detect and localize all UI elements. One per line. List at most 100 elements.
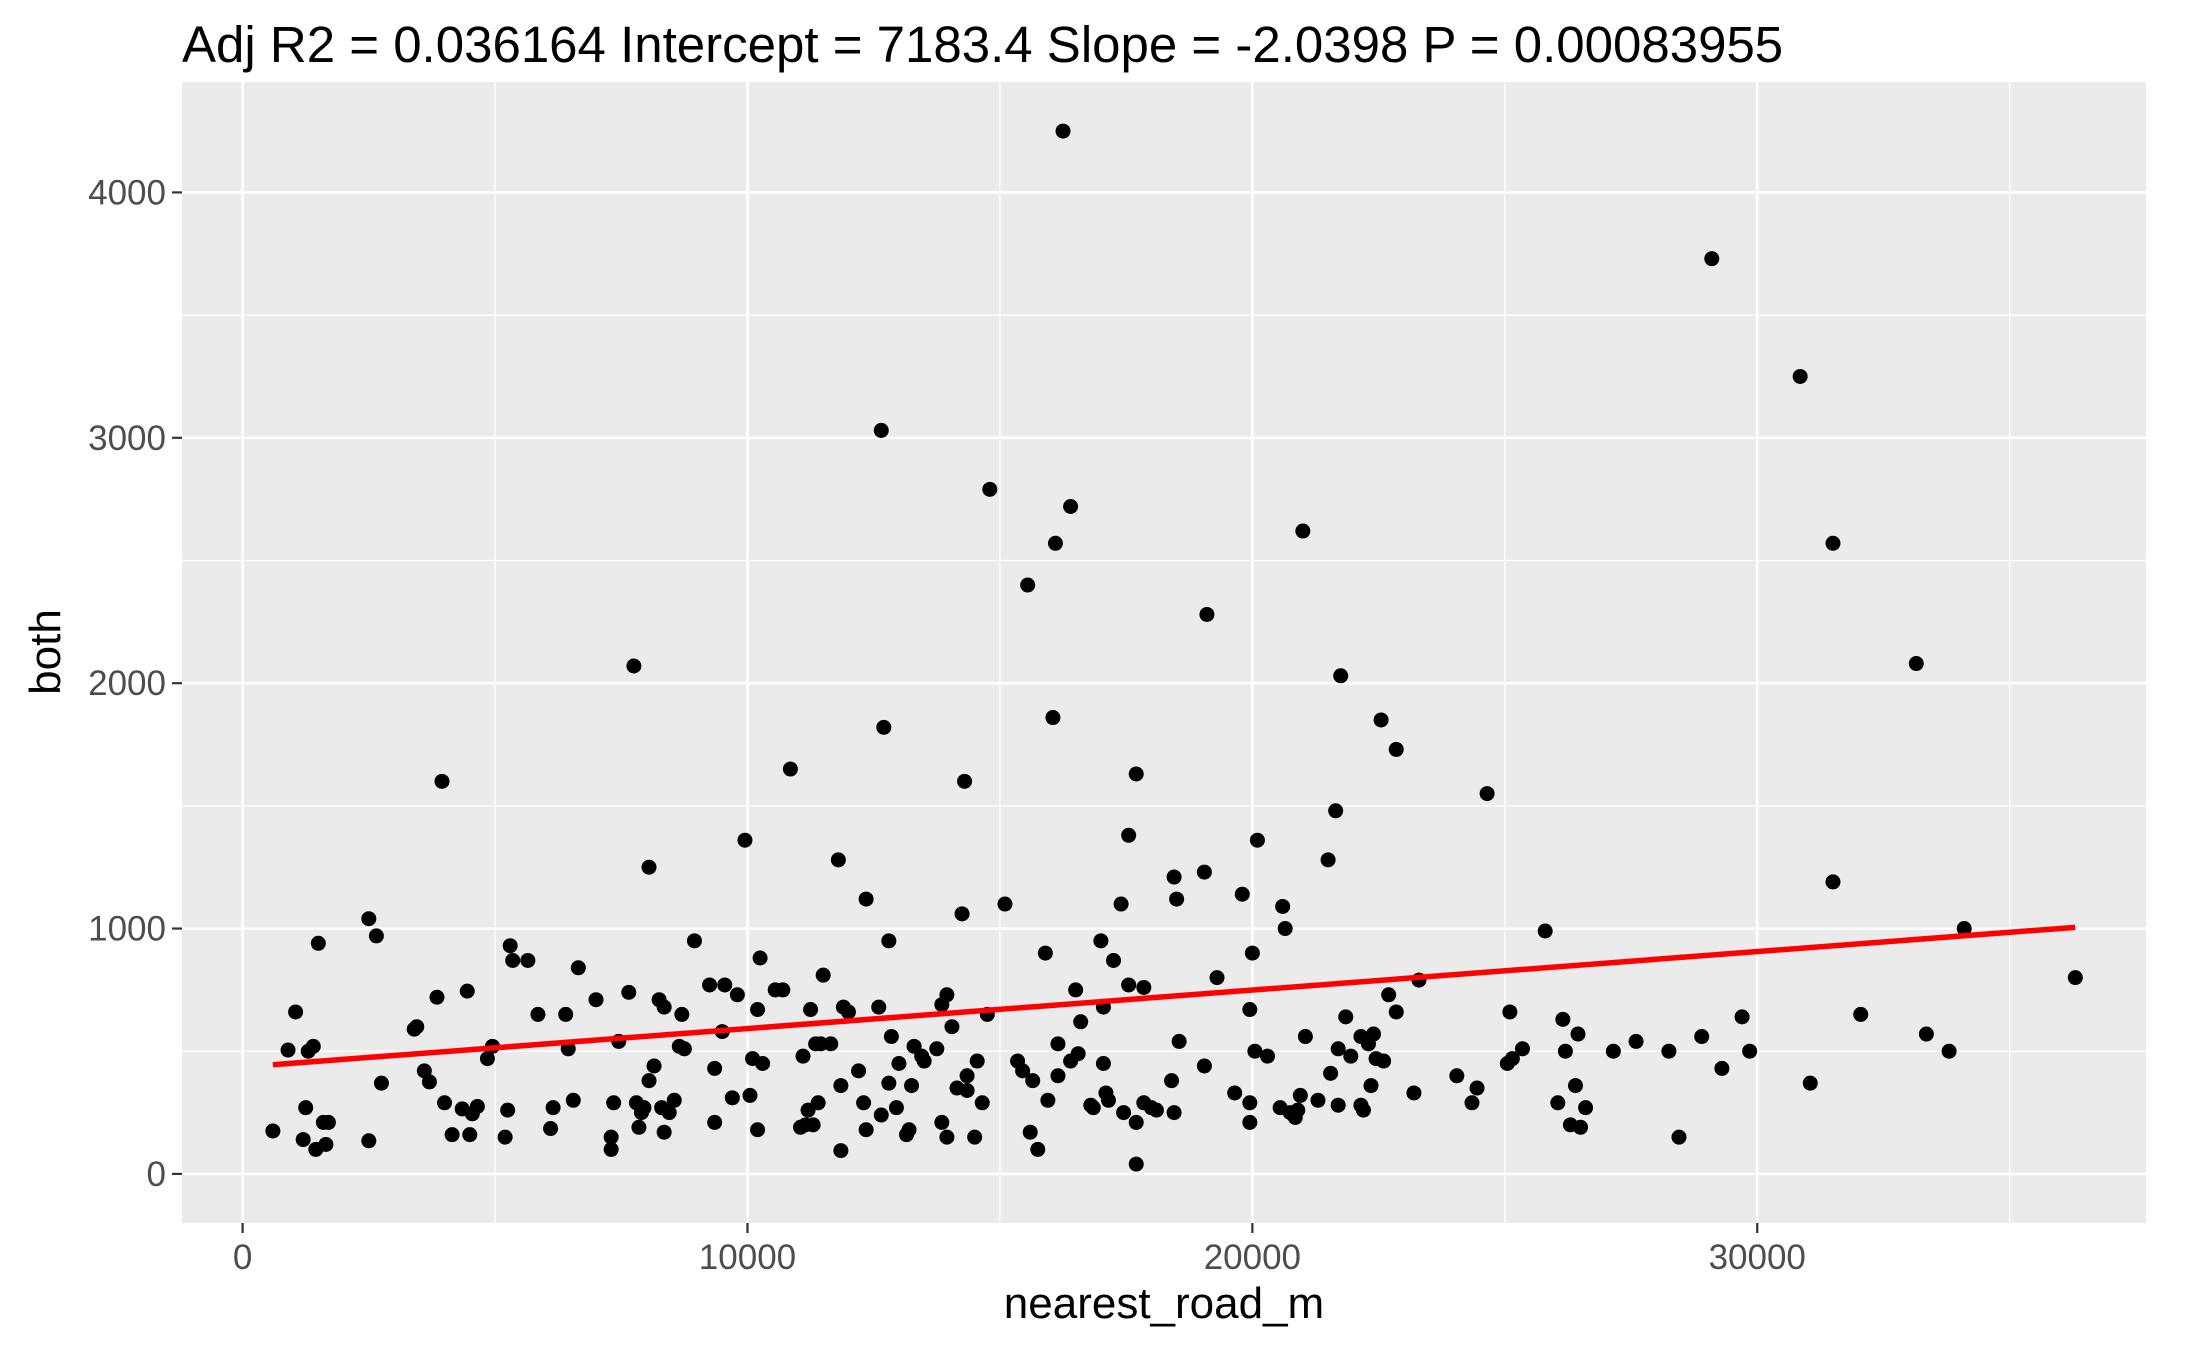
- data-point: [603, 1129, 619, 1145]
- data-point: [310, 935, 326, 951]
- x-axis-ticks: 0 10000 20000 30000: [233, 1223, 1806, 1277]
- data-point: [873, 422, 889, 438]
- data-point: [959, 1082, 975, 1098]
- data-point: [1164, 1073, 1180, 1089]
- data-point: [558, 1006, 574, 1022]
- data-point: [1388, 741, 1404, 757]
- data-point: [1113, 896, 1129, 912]
- data-point: [1573, 1119, 1589, 1135]
- data-point: [1355, 1102, 1371, 1118]
- data-point: [833, 1078, 849, 1094]
- data-points: [265, 123, 2083, 1172]
- data-point: [1166, 1105, 1182, 1121]
- data-point: [1338, 1009, 1354, 1025]
- data-point: [1941, 1043, 1957, 1059]
- data-point: [1292, 1087, 1308, 1103]
- data-point: [1297, 1029, 1313, 1045]
- data-point: [502, 938, 518, 954]
- data-point: [288, 1004, 304, 1020]
- data-point: [954, 906, 970, 922]
- data-point: [661, 1105, 677, 1121]
- data-point: [957, 773, 973, 789]
- x-tick-label: 20000: [1204, 1238, 1301, 1277]
- data-point: [1567, 1078, 1583, 1094]
- data-point: [1196, 864, 1212, 880]
- data-point: [1825, 874, 1841, 890]
- data-point: [1073, 1014, 1089, 1030]
- data-point: [1570, 1026, 1586, 1042]
- data-point: [929, 1041, 945, 1057]
- data-point: [752, 950, 768, 966]
- data-point: [1388, 1004, 1404, 1020]
- data-point: [666, 1092, 682, 1108]
- data-point: [459, 983, 475, 999]
- data-point: [969, 1053, 985, 1069]
- data-point: [606, 1095, 622, 1111]
- data-point: [497, 1129, 513, 1145]
- data-point: [1242, 1095, 1258, 1111]
- data-point: [1095, 1056, 1111, 1072]
- data-point: [409, 1019, 425, 1035]
- data-point: [755, 1056, 771, 1072]
- data-point: [1704, 251, 1720, 267]
- data-point: [1148, 1102, 1164, 1118]
- data-point: [520, 952, 536, 968]
- data-point: [1030, 1141, 1046, 1157]
- data-point: [1244, 945, 1260, 961]
- y-tick-label: 1000: [88, 910, 166, 949]
- data-point: [1295, 523, 1311, 539]
- data-point: [795, 1048, 811, 1064]
- data-point: [1734, 1009, 1750, 1025]
- data-point: [1121, 827, 1137, 843]
- data-point: [1070, 1046, 1086, 1062]
- data-point: [883, 1029, 899, 1045]
- data-point: [1479, 786, 1495, 802]
- data-point: [1121, 977, 1137, 993]
- data-point: [1169, 891, 1185, 907]
- data-point: [1116, 1105, 1132, 1121]
- data-point: [1050, 1036, 1066, 1052]
- data-point: [1550, 1095, 1566, 1111]
- data-point: [1363, 1078, 1379, 1094]
- data-point: [570, 960, 586, 976]
- data-point: [934, 1114, 950, 1130]
- data-point: [904, 1078, 920, 1094]
- data-point: [1366, 1026, 1382, 1042]
- data-point: [1792, 368, 1808, 384]
- data-point: [737, 832, 753, 848]
- data-point: [2067, 970, 2083, 986]
- data-point: [626, 658, 642, 674]
- data-point: [1825, 535, 1841, 551]
- data-point: [742, 1087, 758, 1103]
- data-point: [656, 1124, 672, 1140]
- data-point: [840, 1004, 856, 1020]
- data-point: [871, 999, 887, 1015]
- data-point: [1373, 712, 1389, 728]
- data-point: [1196, 1058, 1212, 1074]
- data-point: [1242, 1114, 1258, 1130]
- regression-line: [272, 924, 2076, 1068]
- data-point: [1277, 921, 1293, 937]
- data-point: [1555, 1011, 1571, 1027]
- data-point: [1247, 1043, 1263, 1059]
- data-point: [1234, 886, 1250, 902]
- data-point: [368, 928, 384, 944]
- data-point: [1578, 1100, 1594, 1116]
- data-point: [856, 1095, 872, 1111]
- y-axis-title: both: [21, 609, 70, 695]
- data-point: [1449, 1068, 1465, 1084]
- data-point: [462, 1127, 478, 1143]
- x-tick-label: 30000: [1709, 1238, 1806, 1277]
- data-point: [686, 933, 702, 949]
- data-point: [717, 977, 733, 993]
- data-point: [295, 1132, 311, 1148]
- data-point: [361, 911, 377, 927]
- data-point: [1260, 1048, 1276, 1064]
- data-point: [565, 1092, 581, 1108]
- data-point: [967, 1129, 983, 1145]
- data-point: [939, 1129, 955, 1145]
- data-point: [543, 1121, 559, 1137]
- data-point: [656, 999, 672, 1015]
- data-point: [1209, 970, 1225, 986]
